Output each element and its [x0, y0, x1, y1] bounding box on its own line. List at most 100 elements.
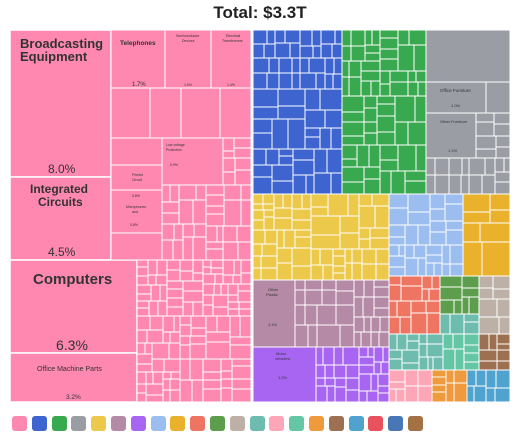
darkgreen-block-tile[interactable]	[439, 299, 455, 315]
pink-region-3-tile[interactable]	[170, 371, 181, 380]
pink-region-1-tile[interactable]	[223, 184, 242, 201]
yellow-block-tile[interactable]	[310, 264, 324, 281]
mauve-block-tile[interactable]	[360, 331, 372, 348]
coral-block-tile[interactable]	[410, 300, 427, 314]
mint-block-tile[interactable]	[463, 352, 480, 363]
green-block-tile[interactable]	[364, 52, 381, 62]
pink-region-3-tile[interactable]	[231, 388, 252, 403]
blue-block-tile[interactable]	[326, 148, 343, 174]
green-block-tile[interactable]	[341, 158, 358, 168]
pink-region-3-tile[interactable]	[151, 358, 165, 373]
pink-region-2-tile[interactable]	[234, 157, 252, 171]
cell-office-furniture[interactable]	[425, 81, 487, 114]
pink-region-3-tile[interactable]	[189, 358, 204, 381]
blue-block-tile[interactable]	[292, 174, 307, 195]
green-block-tile[interactable]	[341, 45, 352, 62]
pink-region-3-tile[interactable]	[232, 274, 242, 285]
pink-region-3-tile[interactable]	[239, 315, 252, 338]
pink-region-3-tile[interactable]	[240, 259, 252, 274]
skyblue-block-tile[interactable]	[466, 369, 477, 387]
mauve-block-tile[interactable]	[373, 279, 390, 288]
grey-region-2-tile[interactable]	[434, 157, 450, 176]
green-block-tile[interactable]	[364, 29, 373, 46]
mint-block-tile[interactable]	[463, 333, 480, 346]
green-block-tile[interactable]	[376, 131, 396, 146]
pink-region-3-tile[interactable]	[222, 259, 235, 276]
green-block-tile[interactable]	[376, 103, 396, 117]
purple-block-tile[interactable]	[358, 364, 375, 375]
mauve-block-tile[interactable]	[353, 279, 365, 298]
pink-region-1-tile[interactable]	[178, 184, 197, 201]
mauve-block-tile[interactable]	[307, 324, 318, 348]
lightblue-block-tile[interactable]	[413, 244, 427, 259]
blue-block-tile[interactable]	[289, 42, 301, 59]
pink-region-3-tile[interactable]	[182, 301, 194, 317]
lightblue-block-tile[interactable]	[433, 262, 443, 277]
mauve-block-tile[interactable]	[339, 324, 355, 348]
gold-block-tile[interactable]	[479, 222, 511, 243]
cell-other-plastic[interactable]	[252, 279, 296, 348]
grey-region-2-tile[interactable]	[425, 157, 436, 176]
legend-swatch-9[interactable]	[190, 416, 206, 431]
mauve-block-tile[interactable]	[294, 289, 306, 306]
yellow-block-tile[interactable]	[263, 216, 275, 231]
purple-block-tile[interactable]	[324, 377, 336, 387]
pink-region-3-tile[interactable]	[179, 315, 192, 326]
pink-region-3-tile[interactable]	[166, 269, 181, 282]
yellow-block-tile[interactable]	[358, 227, 371, 240]
blue-block-tile[interactable]	[304, 127, 321, 138]
pink-region-3-tile[interactable]	[166, 259, 181, 271]
legend-swatch-18[interactable]	[368, 416, 384, 431]
grey-region-2-tile[interactable]	[484, 157, 496, 176]
pink-region-3-tile[interactable]	[166, 297, 184, 308]
green-block-tile[interactable]	[379, 58, 399, 72]
pink-region-3-tile[interactable]	[136, 363, 153, 373]
green-block-tile[interactable]	[341, 135, 365, 146]
blue-block-tile[interactable]	[299, 72, 317, 90]
lightblue-block-tile[interactable]	[388, 207, 409, 226]
pink-region-3-tile[interactable]	[136, 371, 147, 385]
brown-block-tile[interactable]	[496, 349, 511, 362]
mauve-block-tile[interactable]	[353, 296, 364, 318]
pink-region-3-tile[interactable]	[202, 266, 212, 275]
skyblue-block-tile[interactable]	[495, 369, 511, 389]
green-block-tile[interactable]	[407, 81, 419, 97]
green-block-tile[interactable]	[390, 170, 406, 195]
purple-block-tile[interactable]	[334, 377, 347, 388]
pink-region-3-tile[interactable]	[179, 344, 191, 360]
pink-region-3-tile[interactable]	[202, 259, 212, 268]
yellow-block-tile[interactable]	[263, 209, 275, 218]
pink-region-3-tile[interactable]	[202, 379, 222, 390]
blue-block-tile[interactable]	[252, 176, 273, 195]
blue-block-tile[interactable]	[320, 29, 336, 45]
pink-region-3-tile[interactable]	[145, 371, 154, 385]
pink-region-3-tile[interactable]	[136, 392, 147, 403]
teal-block-b-tile[interactable]	[401, 362, 420, 371]
cell-computers[interactable]	[9, 259, 138, 354]
pink-region-3-tile[interactable]	[220, 370, 233, 380]
pink-region-3-tile[interactable]	[202, 358, 222, 373]
pink-region-3-tile[interactable]	[202, 371, 222, 381]
yellow-block-tile[interactable]	[339, 232, 360, 250]
green-block-tile[interactable]	[394, 121, 409, 146]
green-block-tile[interactable]	[341, 181, 365, 195]
pink-region-3-tile[interactable]	[202, 294, 214, 306]
pink-region-3-tile[interactable]	[136, 307, 150, 317]
darkgreen-block-tile[interactable]	[453, 299, 463, 315]
mauve-block-tile[interactable]	[321, 279, 337, 291]
purple-block-tile[interactable]	[315, 385, 328, 403]
pink-region-3-tile[interactable]	[205, 331, 231, 343]
lightpink-block-tile[interactable]	[404, 385, 419, 403]
blue-block-tile[interactable]	[319, 127, 332, 150]
pink-region-3-tile[interactable]	[189, 335, 207, 345]
pink-region-3-tile[interactable]	[144, 342, 153, 355]
yellow-block-tile[interactable]	[262, 203, 275, 211]
blue-block-tile[interactable]	[313, 172, 332, 195]
teal-block-b-tile[interactable]	[401, 349, 420, 364]
coral-block-tile[interactable]	[388, 284, 402, 302]
orange-block-tile[interactable]	[453, 382, 468, 403]
blue-block-tile[interactable]	[252, 29, 268, 45]
mauve-block-tile[interactable]	[321, 289, 337, 306]
yellow-block-tile[interactable]	[375, 248, 390, 265]
green-block-tile[interactable]	[394, 95, 416, 123]
